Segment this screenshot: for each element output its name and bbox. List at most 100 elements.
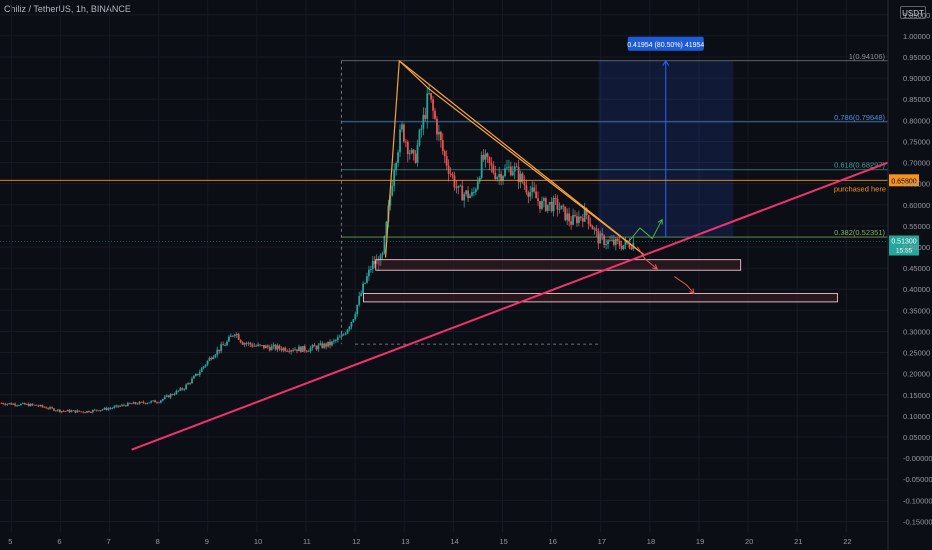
candle-body xyxy=(29,403,32,407)
symbol-title: Chiliz / TetherUS, 1h, BINANCE xyxy=(4,4,131,14)
candle-body xyxy=(476,181,479,190)
candle-body xyxy=(552,197,555,212)
candle-body xyxy=(566,213,569,221)
candle-body xyxy=(299,346,302,352)
candle-body xyxy=(249,342,252,345)
y-tick-label: 1.05000 xyxy=(903,11,930,20)
candle-body xyxy=(562,205,565,207)
candle-body xyxy=(177,390,180,392)
candle-body xyxy=(132,402,135,404)
candle-body xyxy=(294,349,296,351)
x-tick-label: 8 xyxy=(156,537,160,546)
candle-body xyxy=(51,407,53,409)
y-tick-label: 0.45000 xyxy=(903,264,930,273)
x-tick-label: 22 xyxy=(843,537,851,546)
candle-body xyxy=(478,177,481,182)
candle-body xyxy=(482,155,485,160)
candle-body xyxy=(438,131,440,135)
candle-body xyxy=(453,175,456,188)
measure-label-box xyxy=(627,36,704,51)
candle-body xyxy=(124,405,127,407)
x-tick-label: 13 xyxy=(401,537,409,546)
candle-body xyxy=(496,177,499,180)
candle-body xyxy=(533,187,536,192)
candle-body xyxy=(161,398,164,401)
candle-body xyxy=(292,350,294,352)
candle-body xyxy=(255,345,258,347)
y-tick-label: -0.00000 xyxy=(903,454,932,463)
candle-body xyxy=(296,349,298,352)
candle-body xyxy=(577,216,580,224)
candle-body xyxy=(266,345,269,348)
candle-body xyxy=(523,182,526,186)
candle-body xyxy=(55,410,57,412)
candle-body xyxy=(156,402,158,404)
candle-body xyxy=(369,269,372,270)
candle-body xyxy=(228,336,230,342)
candle-body xyxy=(546,204,549,211)
y-tick-label: 0.60000 xyxy=(903,201,930,210)
candle-body xyxy=(216,349,219,355)
fib-level-label: 0.618(0.68297) xyxy=(834,161,885,170)
candle-body xyxy=(364,282,366,284)
fib-level-label: 1(0.94106) xyxy=(849,52,886,61)
candle-body xyxy=(383,235,386,254)
candle-body xyxy=(445,156,448,166)
candle-body xyxy=(535,191,538,199)
candle-body xyxy=(401,124,403,130)
candle-body xyxy=(88,411,90,413)
candle-body xyxy=(74,410,77,413)
candle-body xyxy=(111,407,114,409)
candle-body xyxy=(354,314,357,320)
currency-button[interactable]: USDT xyxy=(900,6,926,19)
candle-body xyxy=(173,394,176,395)
candle-body xyxy=(243,343,246,345)
candle-body xyxy=(331,341,333,346)
candle-body xyxy=(224,345,226,347)
candle-body xyxy=(537,198,539,202)
candle-body xyxy=(416,145,419,163)
candle-body xyxy=(165,395,168,397)
candle-body xyxy=(0,403,3,405)
candle-body xyxy=(82,411,85,413)
candle-body xyxy=(241,342,244,345)
candle-body xyxy=(572,215,574,225)
x-tick-label: 16 xyxy=(549,537,557,546)
candle-body xyxy=(474,189,477,193)
bearish-arrow-1 xyxy=(637,246,658,270)
candle-body xyxy=(280,348,283,351)
candle-body xyxy=(436,118,438,135)
candle-body xyxy=(261,345,263,346)
candle-body xyxy=(338,336,341,338)
candle-body xyxy=(31,403,34,405)
candle-body xyxy=(191,378,193,384)
candle-body xyxy=(599,233,602,244)
candle-body xyxy=(105,407,108,410)
candle-body xyxy=(278,345,281,349)
candle-body xyxy=(418,130,421,146)
candle-body xyxy=(527,192,530,197)
candle-body xyxy=(441,140,444,152)
candle-body xyxy=(90,412,92,413)
candle-body xyxy=(274,344,277,350)
candle-body xyxy=(169,394,172,398)
candle-body xyxy=(554,197,557,199)
candle-body xyxy=(321,343,324,348)
candle-body xyxy=(208,357,211,361)
candle-body xyxy=(2,403,5,405)
candle-body xyxy=(603,235,606,245)
candle-body xyxy=(123,404,125,406)
candle-body xyxy=(93,409,96,411)
candle-body xyxy=(305,350,308,352)
y-tick-label: -0.10000 xyxy=(903,496,932,505)
candle-body xyxy=(356,304,359,315)
candle-body xyxy=(430,93,433,100)
candle-body xyxy=(220,344,223,352)
triangle-upper-line xyxy=(398,60,646,256)
purchased-note: purchased here xyxy=(834,184,886,193)
candle-body xyxy=(350,322,353,327)
candle-body xyxy=(486,153,489,157)
candle-body xyxy=(298,346,300,352)
candle-body xyxy=(451,173,454,176)
